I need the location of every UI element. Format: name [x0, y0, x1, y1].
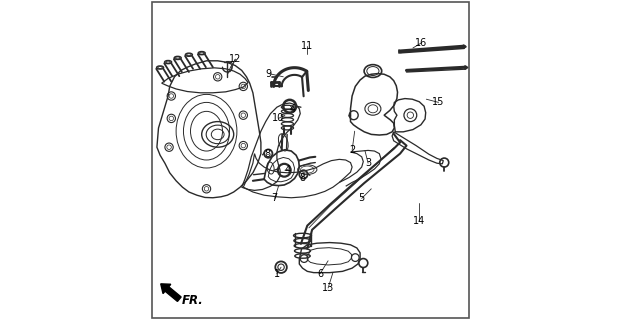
- Text: 6: 6: [317, 268, 323, 279]
- Text: 8: 8: [299, 172, 306, 183]
- Text: 4: 4: [290, 104, 296, 114]
- Text: 2: 2: [349, 145, 355, 156]
- Text: 3: 3: [365, 158, 371, 168]
- Text: FR.: FR.: [182, 294, 204, 307]
- Text: 10: 10: [273, 113, 284, 124]
- Text: 13: 13: [322, 283, 334, 293]
- Text: 1: 1: [274, 268, 280, 279]
- Text: 5: 5: [358, 193, 365, 204]
- Text: 16: 16: [415, 38, 427, 48]
- Text: 9: 9: [266, 68, 272, 79]
- Text: 7: 7: [271, 193, 278, 204]
- Text: 8: 8: [265, 148, 270, 159]
- FancyArrow shape: [161, 284, 181, 301]
- Text: 15: 15: [432, 97, 445, 108]
- Text: 11: 11: [301, 41, 314, 52]
- Text: 14: 14: [413, 216, 425, 226]
- Text: 12: 12: [229, 54, 242, 64]
- Text: 4: 4: [285, 164, 291, 175]
